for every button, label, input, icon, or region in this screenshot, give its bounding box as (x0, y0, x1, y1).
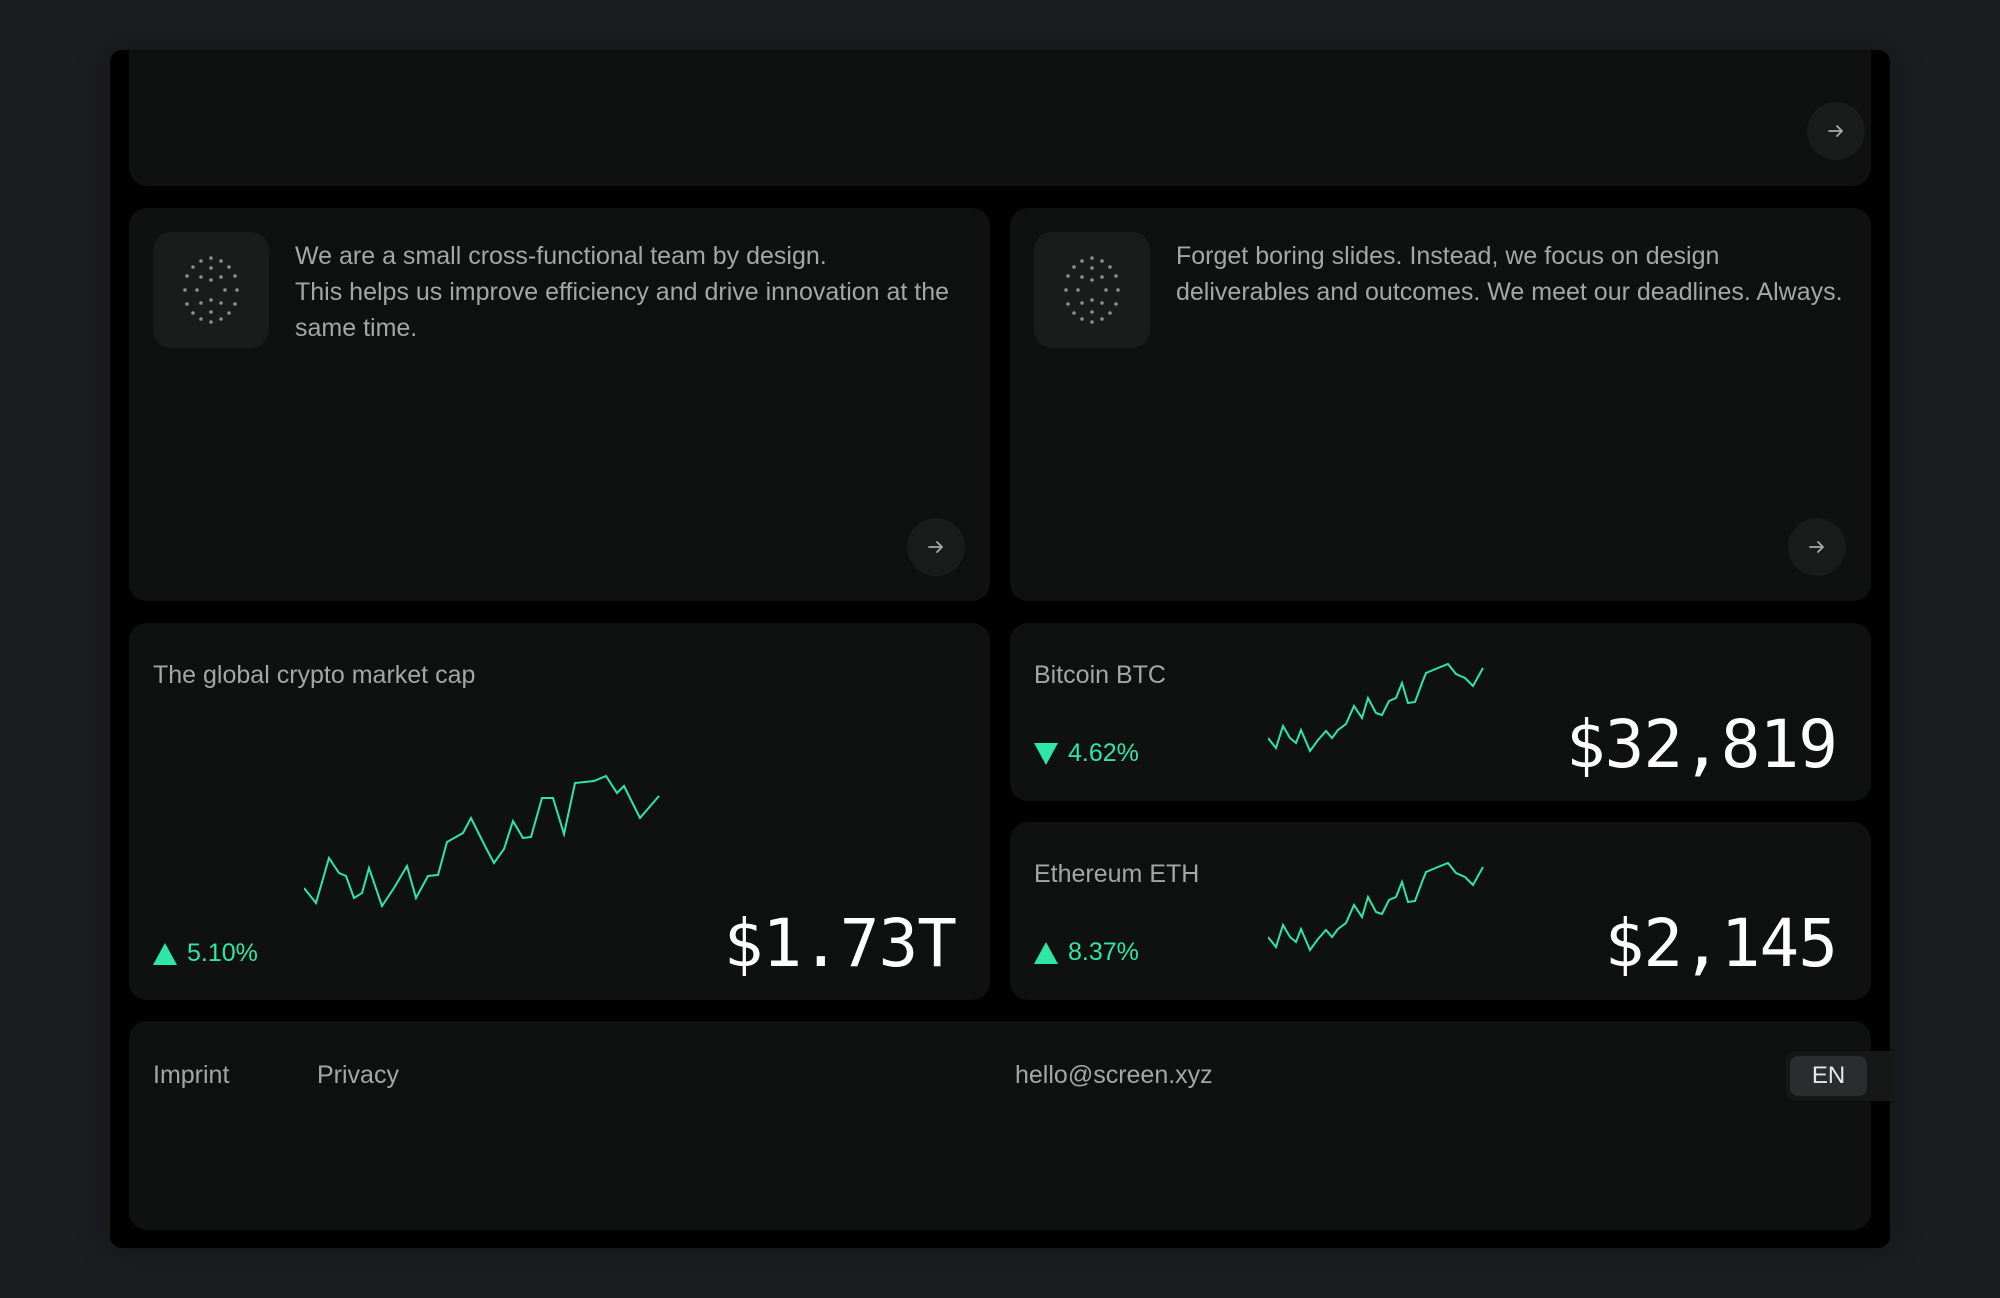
bitcoin-value: $32,819 (1565, 706, 1838, 783)
triangle-up-icon (153, 942, 177, 965)
bitcoin-card: Bitcoin BTC 4.62% $32,819 (1010, 623, 1871, 801)
arrow-right-icon (928, 541, 943, 553)
bitcoin-sparkline (1268, 662, 1484, 753)
bitcoin-change-value: 4.62% (1068, 739, 1139, 767)
ethereum-change: 8.37% (1034, 938, 1139, 967)
ethereum-card: Ethereum ETH 8.37% $2,145 (1010, 822, 1871, 1000)
ethereum-value: $2,145 (1604, 905, 1838, 982)
dot-pattern-icon (183, 256, 239, 324)
language-de-button[interactable]: DE (1867, 1056, 1890, 1096)
arrow-right-icon (1809, 541, 1824, 553)
team-text: We are a small cross-functional team by … (295, 238, 965, 346)
arrow-right-icon (1828, 125, 1843, 137)
bitcoin-sparkline-line (1268, 662, 1484, 753)
top-card (129, 50, 1871, 186)
market-cap-change: 5.10% (153, 939, 258, 968)
language-switcher: EN DE (1786, 1051, 1890, 1101)
slides-icon-box (1034, 232, 1150, 348)
slides-card: Forget boring slides. Instead, we focus … (1010, 208, 1871, 601)
dot-pattern-icon (1064, 256, 1120, 324)
team-icon-box (153, 232, 269, 348)
footer: Imprint Privacy hello@screen.xyz EN DE (129, 1021, 1890, 1230)
email-link[interactable]: hello@screen.xyz (1015, 1061, 1213, 1089)
market-cap-card: The global crypto market cap 5.10% $1.73… (129, 623, 990, 1000)
market-cap-sparkline (304, 774, 660, 908)
market-cap-change-value: 5.10% (187, 939, 258, 967)
team-text-line-2: This helps us improve efficiency and dri… (295, 278, 950, 342)
imprint-link[interactable]: Imprint (153, 1061, 230, 1089)
ethereum-label: Ethereum ETH (1034, 860, 1200, 888)
language-en-button[interactable]: EN (1790, 1056, 1867, 1096)
slides-arrow-button[interactable] (1788, 518, 1846, 576)
top-card-arrow-button[interactable] (1807, 102, 1865, 160)
team-text-line-1: We are a small cross-functional team by … (295, 242, 827, 270)
slides-text-paragraph: Forget boring slides. Instead, we focus … (1176, 242, 1843, 306)
bitcoin-change: 4.62% (1034, 739, 1139, 768)
team-card: We are a small cross-functional team by … (129, 208, 990, 601)
privacy-link[interactable]: Privacy (317, 1061, 399, 1089)
market-cap-sparkline-line (304, 774, 660, 908)
team-arrow-button[interactable] (907, 518, 965, 576)
market-cap-label: The global crypto market cap (153, 661, 476, 689)
ethereum-sparkline (1268, 861, 1484, 952)
market-cap-value: $1.73T (723, 905, 957, 982)
main-frame: We are a small cross-functional team by … (110, 50, 1890, 1248)
triangle-down-icon (1034, 742, 1058, 765)
ethereum-change-value: 8.37% (1068, 938, 1139, 966)
ethereum-sparkline-line (1268, 861, 1484, 952)
slides-text: Forget boring slides. Instead, we focus … (1176, 238, 1846, 310)
bitcoin-label: Bitcoin BTC (1034, 661, 1166, 689)
triangle-up-icon (1034, 941, 1058, 964)
